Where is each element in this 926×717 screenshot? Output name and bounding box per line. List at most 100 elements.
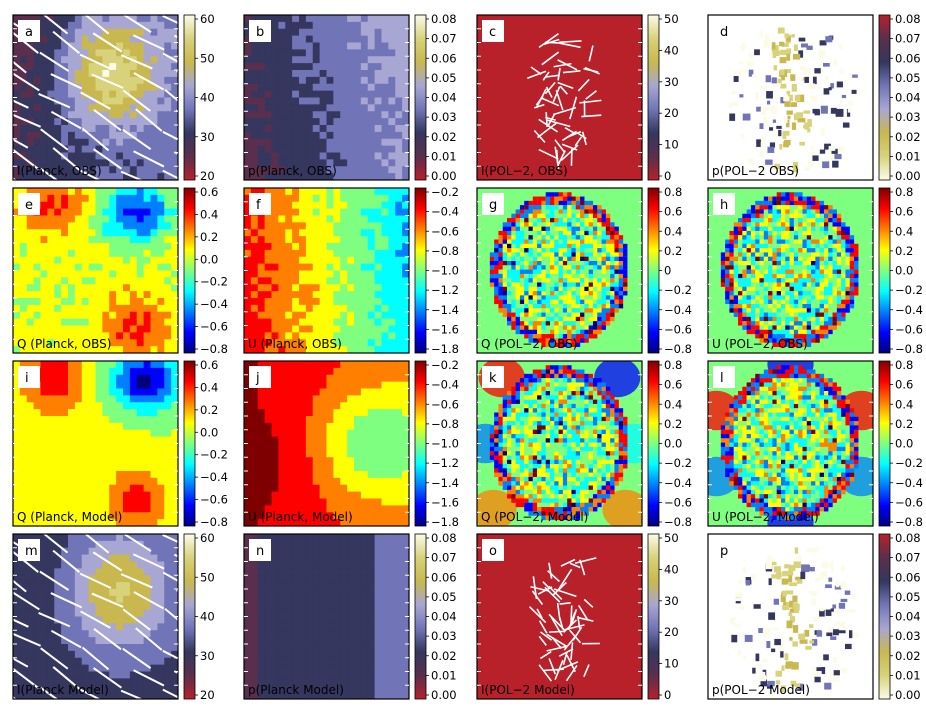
colorbar-tick-label: 0.2 <box>200 230 218 244</box>
panel-letter-c: c <box>482 20 504 42</box>
colorbar-tick-label: −0.2 <box>895 283 923 297</box>
colorbar-tick-label: 0.06 <box>431 51 457 65</box>
vectors-a <box>13 15 178 180</box>
colorbar-tick-label: −0.2 <box>200 275 228 289</box>
colorbar-tick-label: 60 <box>200 531 215 545</box>
panel-letter-text: p <box>720 544 728 559</box>
colorbar-tick-label: 0.06 <box>895 570 921 584</box>
colorbar-tick-label: 0.05 <box>431 590 457 604</box>
panel-o: o I(POL−2 Model) 50 40 30 20 10 0 <box>476 531 679 702</box>
panel-label-m: I(Planck Model) <box>17 683 109 697</box>
colorbar-tick-label: 0.03 <box>895 110 921 124</box>
colorbar-tick-label: 20 <box>200 688 215 702</box>
colorbar-tick-label: 0.01 <box>431 668 457 682</box>
panel-label-o: I(POL−2 Model) <box>481 683 575 697</box>
ticks-c <box>477 28 642 167</box>
colorbar-tick-label: 0.6 <box>200 185 218 199</box>
ticks-m <box>13 547 178 686</box>
panel-j: j U (Planck, Model) −0.2 −0.4 −0.6 −0.8 −1.0 −1… <box>243 358 459 529</box>
panel-label-g: Q (POL−2, OBS) <box>481 337 577 351</box>
ticks-i <box>13 374 178 513</box>
panel-b: b p(Planck, OBS) 0.080.070.060.050.040.030… <box>243 12 457 183</box>
colorbar-tick-label: −0.2 <box>200 448 228 462</box>
colorbar-tick-label: 0.4 <box>664 397 682 411</box>
colorbar-tick-label: 0.07 <box>431 551 457 565</box>
panel-label-e: Q (Planck, OBS) <box>17 337 111 351</box>
colorbar-j: −0.2 −0.4 −0.6 −0.8 −1.0 −1.2 −1.4 −1.6 −1.8 <box>414 358 459 529</box>
panel-letter-f: f <box>249 193 271 215</box>
colorbar-tick-label: 0.8 <box>664 185 682 199</box>
ticks-g <box>477 201 642 340</box>
colorbar-tick-label: −0.8 <box>431 244 459 258</box>
colorbar-tick-label: 0.08 <box>431 531 457 545</box>
colorbar-tick-label: −1.0 <box>431 437 459 451</box>
heatmap-i <box>13 361 178 526</box>
panel-letter-h: h <box>713 193 735 215</box>
colorbar-d: 0.08 0.07 0.06 0.05 0.04 0.03 0.02 0.01 0.00 <box>878 12 921 183</box>
colorbar-tick-label: −0.4 <box>431 205 459 219</box>
colorbar-tick-label: −0.4 <box>431 378 459 392</box>
panel-label-b: p(Planck, OBS) <box>248 164 337 178</box>
colorbar-tick-label: 0.08 <box>895 12 921 26</box>
colorbar-tick-label: 30 <box>664 594 679 608</box>
ticks-l <box>708 374 873 513</box>
colorbar-tick-label: 0.0 <box>895 264 913 278</box>
colorbar-p: 0.08 0.07 0.06 0.05 0.04 0.03 0.02 0.01 0.00 <box>878 531 921 702</box>
colorbar-tick-label: 0.6 <box>895 378 913 392</box>
colorbar-tick-label: 40 <box>664 562 679 576</box>
panel-label-p: p(POL−2 Model) <box>712 683 810 697</box>
panel-label-j: U (Planck, Model) <box>248 510 353 524</box>
colorbar-tick-label: 0.2 <box>895 417 913 431</box>
colorbar-tick-label: 0.6 <box>200 358 218 372</box>
colorbar-l: 0.8 0.6 0.4 0.2 0.0 −0.2 −0.4 −0.6 −0.8 <box>878 358 923 529</box>
panel-p: pp(POL−2 Model)0.080.070.060.050.040.030… <box>707 531 921 702</box>
vectors-o <box>528 557 600 682</box>
colorbar-tick-label: 0.0 <box>200 425 218 439</box>
colorbar-tick-label: −0.4 <box>664 476 692 490</box>
colorbar-tick-label: 20 <box>664 625 679 639</box>
panel-f: f U (Planck, OBS) −0.2 −0.4 −0.6 −0.8 −1.0 −1.2… <box>243 185 459 356</box>
colorbar-tick-label: 0.02 <box>431 130 457 144</box>
colorbar-tick-label: 0.4 <box>200 380 218 394</box>
colorbar-tick-label: 0.03 <box>895 629 921 643</box>
colorbar-tick-label: −0.4 <box>200 470 228 484</box>
colorbar-tick-label: 40 <box>664 43 679 57</box>
colorbar-tick-label: 0.07 <box>895 32 921 46</box>
panel-a: a I(Planck, OBS) 60 50 40 30 20 <box>12 12 215 183</box>
panel-letter-text: d <box>720 25 728 40</box>
colorbar-tick-label: −0.6 <box>431 397 459 411</box>
colorbar-tick-label: 30 <box>200 130 215 144</box>
colorbar-tick-label: 0.08 <box>895 531 921 545</box>
colorbar-tick-label: 0.2 <box>200 403 218 417</box>
panel-label-n: p(Planck Model) <box>248 683 344 697</box>
colorbar-tick-label: −0.2 <box>664 283 692 297</box>
panel-letter-k: k <box>482 366 504 388</box>
panel-label-f: U (Planck, OBS) <box>248 337 342 351</box>
colorbar-g: 0.8 0.6 0.4 0.2 0 −0.2 −0.4 −0.6 −0.8 <box>647 185 692 356</box>
colorbar-tick-label: 0.2 <box>664 417 682 431</box>
panel-letter-i: i <box>18 366 40 388</box>
panel-i: i Q (Planck, Model) 0.6 0.4 0.2 0.0 −0.2 −0.4 −0… <box>12 358 228 529</box>
panel-label-c: I(POL−2, OBS) <box>481 164 568 178</box>
colorbar-tick-label: 0.00 <box>895 169 921 183</box>
panel-letter-g: g <box>482 193 504 215</box>
colorbar-tick-label: 0.0 <box>895 437 913 451</box>
ticks-k <box>477 374 642 513</box>
colorbar-f: −0.2 −0.4 −0.6 −0.8 −1.0 −1.2 −1.4 −1.6 −1.8 <box>414 185 459 356</box>
colorbar-tick-label: −1.4 <box>431 303 459 317</box>
colorbar-tick-label: 0.4 <box>200 207 218 221</box>
heatmap-a <box>13 15 178 180</box>
panel-letter-p: p <box>713 539 735 561</box>
colorbar-tick-label: 0.6 <box>664 205 682 219</box>
panel-label-d: p(POL−2 OBS) <box>712 164 799 178</box>
panel-d: dp(POL−2 OBS)0.080.070.060.050.040.030.0… <box>707 12 921 183</box>
colorbar-tick-label: 0.05 <box>895 590 921 604</box>
colorbar-tick-label: −1.4 <box>431 476 459 490</box>
ticks-b <box>244 28 409 167</box>
colorbar-tick-label: −0.2 <box>431 185 459 199</box>
panel-letter-n: n <box>249 539 271 561</box>
colorbar-b: 0.08 0.07 0.06 0.05 0.04 0.03 0.02 0.01 0.00 <box>414 12 457 183</box>
panel-letter-text: b <box>256 25 264 40</box>
colorbar-tick-label: −0.6 <box>664 495 692 509</box>
colorbar-tick-label: 0.4 <box>895 224 913 238</box>
